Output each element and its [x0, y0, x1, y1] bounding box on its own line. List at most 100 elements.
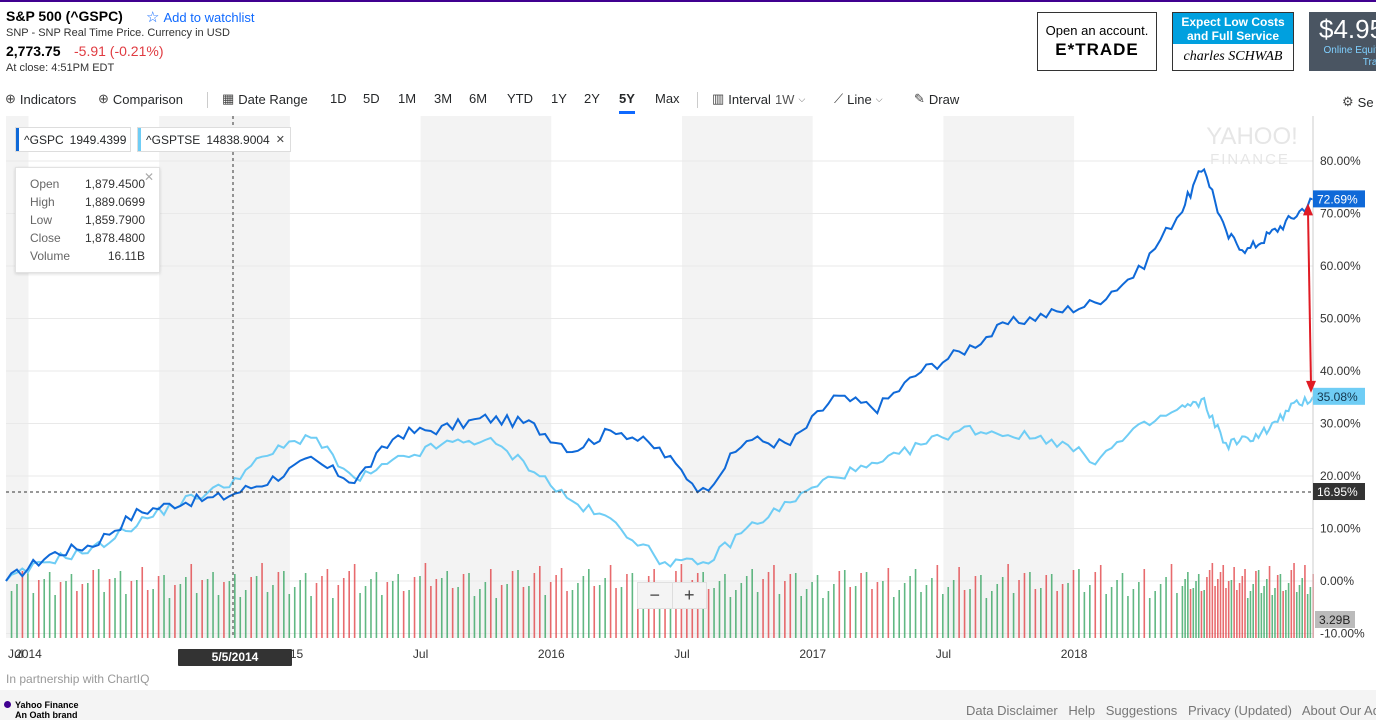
volume-bar: [740, 583, 743, 638]
draw-button[interactable]: ✎ Draw: [914, 91, 959, 107]
ohlc-row: High 1,889.0699: [30, 195, 145, 213]
y-tick-label: 60.00%: [1320, 259, 1361, 273]
comparison-button[interactable]: ⊕ Comparison: [98, 91, 183, 107]
legend-chip-gspc[interactable]: ^GSPC 1949.4399: [15, 127, 131, 152]
ohlc-label: High: [30, 195, 55, 209]
volume-bar: [1227, 581, 1230, 638]
yahoo-finance-logo[interactable]: Yahoo Finance An Oath brand: [4, 700, 79, 720]
volume-bar: [250, 577, 252, 638]
range-1y-button[interactable]: 1Y: [551, 91, 567, 106]
range-5d-button[interactable]: 5D: [363, 91, 380, 106]
volume-bar: [963, 590, 966, 638]
volume-bar: [424, 563, 427, 638]
volume-bar: [1034, 589, 1037, 638]
volume-bar: [1040, 588, 1042, 638]
settings-button[interactable]: ⚙ Se: [1342, 94, 1374, 110]
volume-bar: [370, 579, 372, 638]
volume-bar: [827, 591, 830, 638]
trade-price-ad[interactable]: $4.95 Online Equity Trad: [1309, 12, 1376, 71]
interval-dropdown[interactable]: ▥ Interval 1W ⌵: [712, 91, 805, 107]
volume-bar: [1233, 567, 1235, 638]
volume-bar: [152, 589, 154, 638]
volume-bar: [1195, 581, 1197, 638]
volume-bar: [315, 583, 318, 638]
range-6m-button[interactable]: 6M: [469, 91, 488, 106]
x-tick-label: Jul: [674, 647, 689, 661]
chevron-down-icon: ⌵: [875, 93, 883, 104]
volume-bar: [1148, 598, 1151, 638]
volume-bar: [767, 572, 770, 638]
y-tick-label: 30.00%: [1320, 417, 1361, 431]
volume-bar: [1304, 565, 1306, 638]
range-5y-button[interactable]: 5Y: [619, 91, 635, 114]
volume-bar: [1001, 577, 1004, 638]
volume-bar: [212, 572, 214, 638]
arrow-head-down: [1306, 380, 1316, 393]
volume-bar: [217, 595, 220, 638]
range-max-button[interactable]: Max: [655, 91, 680, 106]
legend-chip-gsptse[interactable]: ^GSPTSE 14838.9004 ✕: [137, 127, 291, 152]
range-1m-button[interactable]: 1M: [398, 91, 417, 106]
volume-bar: [1214, 586, 1216, 638]
value-tags: 72.69% 35.08% 16.95% 3.29B: [1313, 190, 1365, 628]
volume-bar: [402, 591, 405, 638]
star-icon: ☆: [146, 9, 160, 26]
volume-bar: [882, 581, 884, 638]
volume-bar: [773, 565, 775, 638]
draw-label: Draw: [928, 91, 960, 107]
volume-bar: [326, 569, 329, 638]
range-3m-button[interactable]: 3M: [434, 91, 453, 106]
interval-value: 1W: [774, 91, 795, 107]
volume-bar: [582, 576, 585, 638]
footer-links: Data Disclaimer Help Suggestions Privacy…: [966, 703, 1376, 718]
volume-bar: [620, 587, 623, 638]
volume-bar: [713, 588, 715, 638]
volume-bar: [729, 597, 732, 638]
footer-link[interactable]: Data Disclaimer: [966, 703, 1058, 718]
volume-bar: [1029, 572, 1031, 638]
date-range-label: Date Range: [238, 91, 308, 107]
volume-bar: [1208, 570, 1211, 638]
chart-type-dropdown[interactable]: ⟋ Line ⌵: [834, 91, 883, 107]
etrade-ad[interactable]: Open an account. E*TRADE: [1037, 12, 1157, 71]
footer-link[interactable]: Suggestions: [1105, 703, 1178, 718]
volume-bar: [833, 584, 835, 638]
volume-bar: [1138, 582, 1140, 638]
ohlc-row: Volume 16.11B: [30, 249, 145, 267]
zoom-in-button[interactable]: +: [683, 585, 695, 605]
volume-bar: [81, 584, 84, 638]
zoom-out-button[interactable]: −: [638, 583, 673, 608]
volume-bar: [778, 594, 781, 638]
crosshair: [6, 116, 1313, 638]
volume-bar: [1197, 574, 1200, 638]
date-range-button[interactable]: ▦ Date Range: [222, 91, 308, 107]
footer-link[interactable]: Help: [1068, 703, 1096, 718]
range-1d-button[interactable]: 1D: [330, 91, 347, 106]
price-comparison-chart[interactable]: YAHOO! FINANCE 80.00% 70.00% 60.00% 50.00% 4…: [0, 116, 1376, 672]
range-2y-button[interactable]: 2Y: [584, 91, 600, 106]
volume-bar: [386, 582, 389, 638]
volume-bar: [892, 597, 895, 638]
footer-link[interactable]: Privacy (Updated): [1187, 703, 1292, 718]
range-ytd-button[interactable]: YTD: [507, 91, 533, 106]
volume-bar: [65, 581, 67, 638]
volume-bar: [871, 589, 873, 638]
brand-top-border: [0, 0, 1376, 2]
volume-bar: [70, 574, 73, 638]
watchlist-label: Add to watchlist: [163, 9, 255, 25]
footer-link[interactable]: About Our Ads: [1301, 703, 1376, 718]
volume-bar: [10, 591, 13, 638]
volume-bar: [293, 587, 296, 638]
close-icon[interactable]: ✕: [143, 170, 154, 184]
indicators-button[interactable]: ⊕ Indicators: [5, 91, 76, 107]
volume-bar: [435, 579, 438, 638]
volume-bar: [348, 571, 350, 638]
volume-bar: [381, 595, 383, 638]
remove-series-icon[interactable]: ✕: [275, 134, 285, 146]
schwab-ad[interactable]: Expect Low Costs and Full Service charle…: [1172, 12, 1294, 71]
volume-bar: [1143, 569, 1146, 638]
chart-toolbar: ⊕ Indicators ⊕ Comparison ▦ Date Range 1…: [0, 86, 1376, 114]
volume-bar: [174, 585, 176, 638]
add-to-watchlist-button[interactable]: ☆ Add to watchlist: [146, 8, 255, 26]
volume-bar: [1255, 571, 1257, 638]
